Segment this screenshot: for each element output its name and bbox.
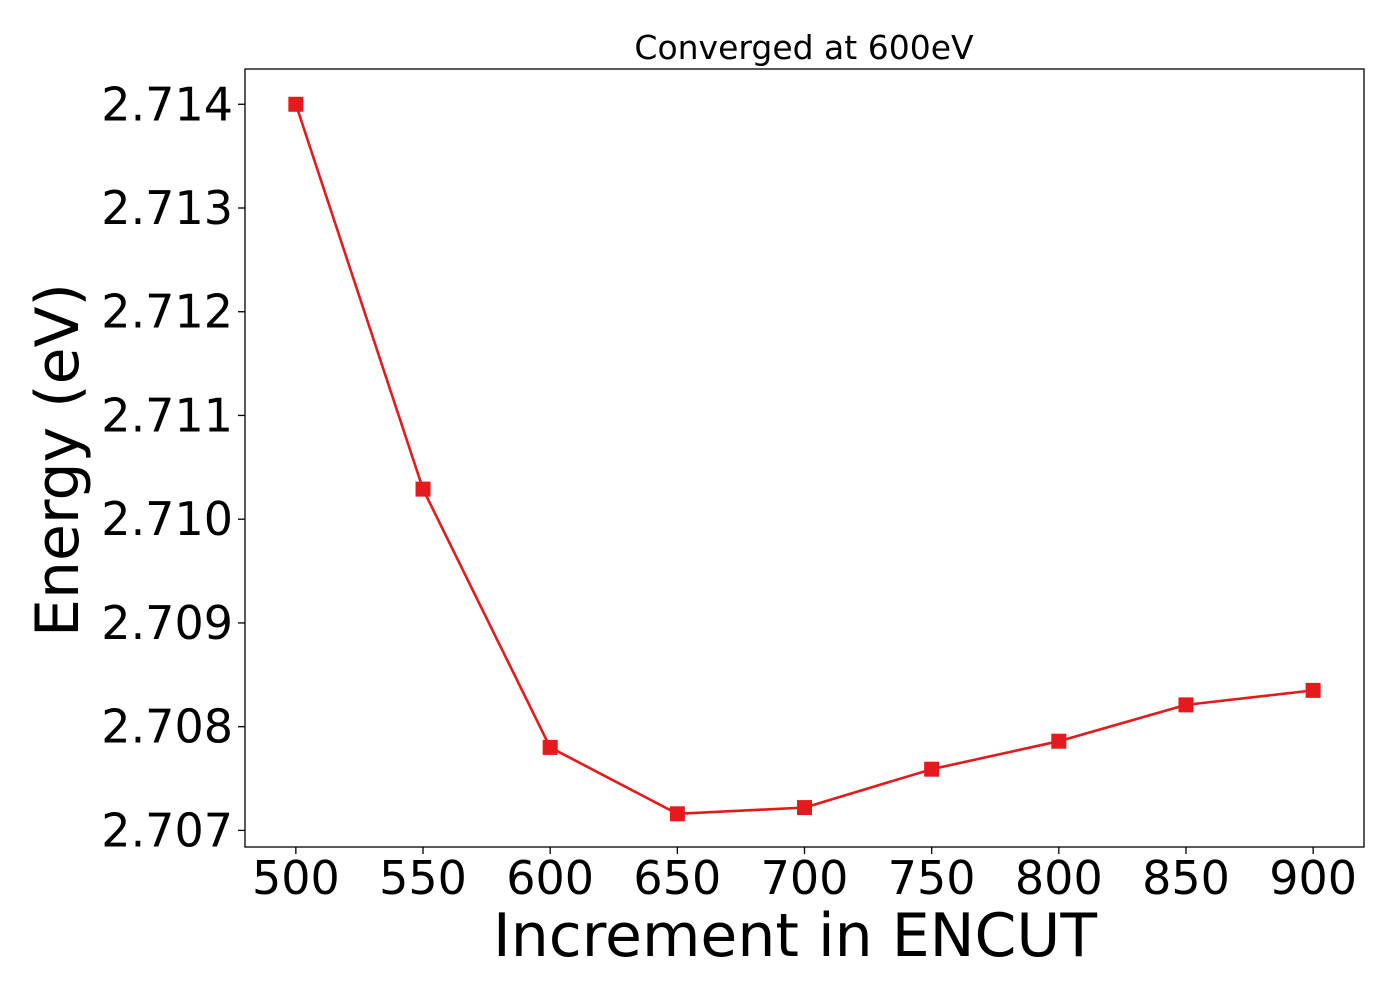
- data-point-marker: [1305, 682, 1321, 698]
- y-axis-ticks: 2.707 2.708 2.709 2.710 2.711 2.712 2.713 2.714: [101, 77, 245, 857]
- chart-title: Converged at 600eV: [634, 28, 974, 67]
- x-tick-label: 600: [506, 851, 594, 905]
- data-point-marker: [415, 481, 431, 497]
- data-series: [288, 96, 1321, 822]
- x-tick-label: 750: [888, 851, 976, 905]
- y-tick-label: 2.712: [101, 285, 233, 339]
- x-tick-label: 900: [1269, 851, 1357, 905]
- plot-area-frame: [244, 68, 1365, 848]
- x-axis-ticks: 500 550 600 650 700 750 800 850 900: [252, 847, 1357, 905]
- x-axis-label: Increment in ENCUT: [493, 901, 1097, 971]
- y-tick-label: 2.714: [101, 77, 233, 131]
- y-tick-label: 2.710: [101, 492, 233, 546]
- data-point-marker: [542, 739, 558, 755]
- x-tick-label: 700: [761, 851, 849, 905]
- x-tick-label: 650: [633, 851, 721, 905]
- y-tick-label: 2.709: [101, 596, 233, 650]
- y-axis-label: Energy (eV): [23, 283, 93, 637]
- y-tick-label: 2.711: [101, 388, 233, 442]
- data-point-marker: [288, 96, 304, 112]
- y-tick-label: 2.707: [101, 803, 233, 857]
- data-point-marker: [1178, 697, 1194, 713]
- data-point-marker: [1051, 733, 1067, 749]
- x-tick-label: 850: [1142, 851, 1230, 905]
- x-tick-label: 800: [1015, 851, 1103, 905]
- data-point-marker: [797, 800, 812, 816]
- y-tick-label: 2.708: [101, 700, 233, 754]
- data-point-marker: [669, 806, 685, 822]
- x-tick-label: 500: [252, 851, 340, 905]
- x-tick-label: 550: [379, 851, 467, 905]
- y-tick-label: 2.713: [101, 181, 233, 235]
- data-point-marker: [924, 761, 940, 777]
